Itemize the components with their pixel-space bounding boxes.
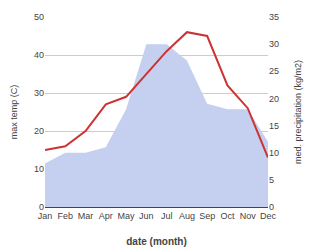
svg-text:15: 15 (269, 121, 279, 131)
svg-text:50: 50 (34, 12, 44, 22)
svg-text:25: 25 (269, 66, 279, 76)
svg-text:Aug: Aug (179, 211, 195, 221)
svg-text:May: May (118, 211, 136, 221)
svg-text:0: 0 (39, 202, 44, 212)
svg-text:Nov: Nov (240, 211, 257, 221)
svg-text:10: 10 (34, 164, 44, 174)
svg-text:30: 30 (34, 88, 44, 98)
svg-text:20: 20 (269, 94, 279, 104)
svg-text:30: 30 (269, 39, 279, 49)
svg-text:35: 35 (269, 12, 279, 22)
svg-text:5: 5 (269, 175, 274, 185)
svg-text:max temp (C): max temp (C) (9, 85, 19, 140)
svg-text:Apr: Apr (99, 211, 113, 221)
svg-text:Mar: Mar (78, 211, 94, 221)
svg-text:med. precipitation (kg/m2): med. precipitation (kg/m2) (293, 60, 303, 164)
svg-text:Jun: Jun (139, 211, 154, 221)
svg-text:date (month): date (month) (126, 236, 187, 247)
svg-text:Oct: Oct (220, 211, 235, 221)
svg-text:0: 0 (269, 202, 274, 212)
svg-text:Dec: Dec (260, 211, 277, 221)
svg-text:20: 20 (34, 126, 44, 136)
svg-text:Feb: Feb (58, 211, 74, 221)
svg-text:40: 40 (34, 50, 44, 60)
svg-text:Jan: Jan (38, 211, 53, 221)
svg-text:10: 10 (269, 148, 279, 158)
svg-text:Jul: Jul (161, 211, 173, 221)
svg-text:Sep: Sep (199, 211, 215, 221)
